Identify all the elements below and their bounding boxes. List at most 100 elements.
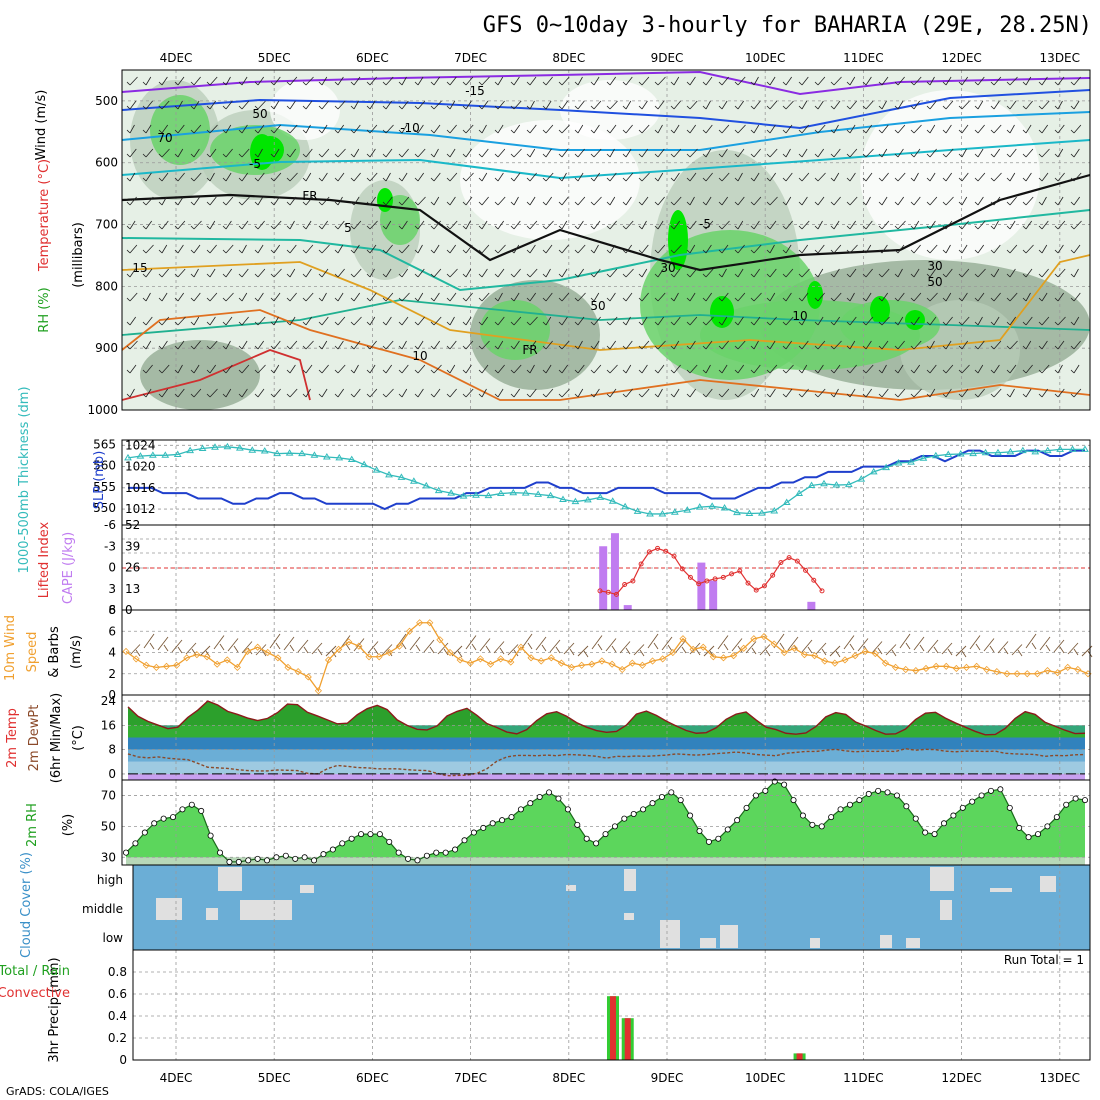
- wind-barb: [814, 292, 825, 302]
- wind-barb: [174, 100, 183, 110]
- wind-barb: [734, 220, 744, 230]
- rh-point: [555, 795, 562, 802]
- wind-speed-point: [709, 653, 717, 661]
- wind-barb: [702, 76, 713, 86]
- wind-barb: [334, 292, 344, 302]
- rh-point: [1006, 804, 1013, 811]
- wind-barb: [622, 172, 634, 182]
- wind-barb: [702, 244, 712, 254]
- bottom-tick-label: 7DEC: [454, 1071, 487, 1085]
- wind-barb: [798, 196, 808, 206]
- wind-barb: [958, 340, 969, 350]
- wind-barb: [843, 635, 855, 651]
- wind-barb: [558, 220, 568, 230]
- lifted-index-point: [753, 587, 759, 593]
- wind-barb: [1006, 220, 1016, 230]
- cape-bar: [623, 605, 632, 610]
- wind-barb: [286, 172, 298, 182]
- wind-barb: [846, 340, 856, 350]
- temp-band: [128, 761, 1085, 774]
- wind-barb: [1006, 172, 1016, 182]
- wind-barb: [334, 268, 345, 278]
- wind-barb: [846, 172, 856, 182]
- wind-speed-point: [314, 687, 322, 695]
- wind-barb: [1039, 636, 1051, 652]
- wind-speed-point: [223, 656, 231, 664]
- wind-speed-point: [486, 660, 495, 668]
- wind-barb: [542, 124, 554, 134]
- wind-speed-point: [689, 645, 697, 653]
- wind-barb: [990, 196, 1001, 206]
- wind-barb: [782, 124, 793, 134]
- wind-speed-point: [659, 655, 667, 663]
- wind-barb: [750, 100, 761, 110]
- wind-barb: [334, 124, 345, 134]
- wind-barb: [894, 316, 904, 326]
- wind-barb: [366, 220, 378, 230]
- wind-barb: [126, 292, 138, 302]
- temp-band: [128, 749, 1085, 762]
- y-axis-label: 2m Temp: [5, 708, 20, 768]
- wind-barb: [1054, 316, 1066, 326]
- wind-speed-point: [922, 664, 930, 673]
- wind-speed-point: [507, 658, 515, 666]
- wind-barb: [846, 148, 858, 158]
- wind-speed-point: [811, 652, 819, 660]
- wind-barb: [990, 220, 999, 230]
- wind-barb: [510, 76, 520, 86]
- top-tick-label: 11DEC: [843, 51, 883, 65]
- rh-point: [151, 820, 158, 827]
- wind-speed-point: [193, 651, 201, 659]
- lifted-index-point: [638, 561, 644, 567]
- wind-barb: [814, 268, 824, 278]
- wind-barb: [654, 340, 666, 350]
- wind-barb: [1038, 100, 1050, 110]
- wind-barb: [846, 220, 857, 230]
- wind-barb: [894, 148, 904, 158]
- wind-barb: [638, 316, 648, 326]
- wind-barb: [158, 316, 170, 326]
- wind-barb: [606, 100, 618, 110]
- wind-barb: [910, 196, 921, 206]
- wind-barb: [830, 388, 839, 398]
- wind-barb: [174, 292, 185, 302]
- wind-barb: [1038, 364, 1050, 374]
- wind-barb: [526, 76, 537, 86]
- wind-barb: [894, 364, 904, 374]
- rh-point: [922, 829, 929, 836]
- thickness-point: [733, 508, 741, 516]
- wind-barb: [846, 292, 855, 302]
- wind-barb: [574, 340, 583, 350]
- wind-barb: [270, 340, 281, 350]
- wind-speed-point: [213, 660, 221, 668]
- wind-barb: [686, 244, 696, 254]
- wind-barb: [830, 244, 842, 254]
- wind-barb: [174, 340, 185, 350]
- wind-barb: [990, 268, 1000, 278]
- cape-bar: [709, 580, 718, 610]
- cloud-bar: [218, 867, 242, 891]
- rh-point: [809, 821, 816, 828]
- wind-barb: [478, 268, 488, 278]
- rh-point: [959, 804, 966, 811]
- wind-barb: [686, 124, 697, 134]
- wind-barb: [686, 316, 698, 326]
- wind-barb: [526, 196, 536, 206]
- wind-barb: [398, 148, 409, 158]
- wind-speed-point: [719, 654, 728, 662]
- lifted-index-line: [599, 547, 823, 596]
- rh-point: [339, 840, 346, 847]
- wind-barb: [398, 388, 408, 398]
- cloud-bar: [240, 900, 292, 920]
- wind-barb: [142, 100, 153, 110]
- wind-barb: [926, 76, 935, 86]
- rh-point: [367, 831, 374, 838]
- wind-barb: [718, 292, 729, 302]
- wind-barb: [414, 148, 426, 158]
- wind-barb: [542, 268, 551, 278]
- rh-point: [715, 835, 722, 842]
- wind-barb: [270, 244, 281, 254]
- wind-barb: [414, 316, 425, 326]
- wind-barb: [350, 220, 362, 230]
- wind-speed-point: [557, 659, 565, 667]
